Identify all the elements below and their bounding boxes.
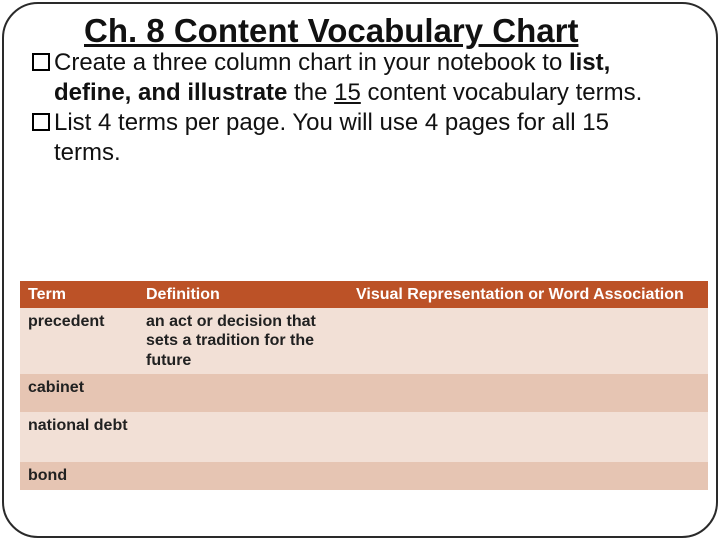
cell-visual [348, 374, 708, 412]
table-header-row: Term Definition Visual Representation or… [20, 281, 708, 308]
bullet-1-text: Create a three column chart in your note… [54, 48, 682, 108]
vocab-table: Term Definition Visual Representation or… [20, 281, 708, 490]
cell-definition: an act or decision that sets a tradition… [138, 308, 348, 374]
bullet-2-text: List 4 terms per page. You will use 4 pa… [54, 108, 682, 168]
cell-visual [348, 308, 708, 374]
col-term: Term [20, 281, 138, 308]
table-row: bond [20, 462, 708, 490]
table-row: national debt [20, 412, 708, 462]
bullet-1: Create a three column chart in your note… [32, 48, 682, 108]
bullet-1-underline: 15 [334, 79, 361, 106]
bullet-2: List 4 terms per page. You will use 4 pa… [32, 108, 682, 168]
col-definition: Definition [138, 281, 348, 308]
cell-term: precedent [20, 308, 138, 374]
slide-title: Ch. 8 Content Vocabulary Chart [32, 10, 688, 50]
cell-definition [138, 374, 348, 412]
cell-visual [348, 462, 708, 490]
cell-term: national debt [20, 412, 138, 462]
checkbox-icon [32, 113, 50, 131]
col-visual: Visual Representation or Word Associatio… [348, 281, 708, 308]
slide-frame: Ch. 8 Content Vocabulary Chart Create a … [2, 2, 718, 538]
cell-term: cabinet [20, 374, 138, 412]
cell-definition [138, 462, 348, 490]
table-row: cabinet [20, 374, 708, 412]
slide-body: Create a three column chart in your note… [32, 48, 688, 168]
cell-definition [138, 412, 348, 462]
bullet-1-pre: Create a three column chart in your note… [54, 49, 569, 76]
cell-term: bond [20, 462, 138, 490]
cell-visual [348, 412, 708, 462]
checkbox-icon [32, 53, 50, 71]
bullet-1-post: content vocabulary terms. [361, 79, 642, 106]
table-row: precedent an act or decision that sets a… [20, 308, 708, 374]
bullet-1-mid: the [287, 79, 334, 106]
